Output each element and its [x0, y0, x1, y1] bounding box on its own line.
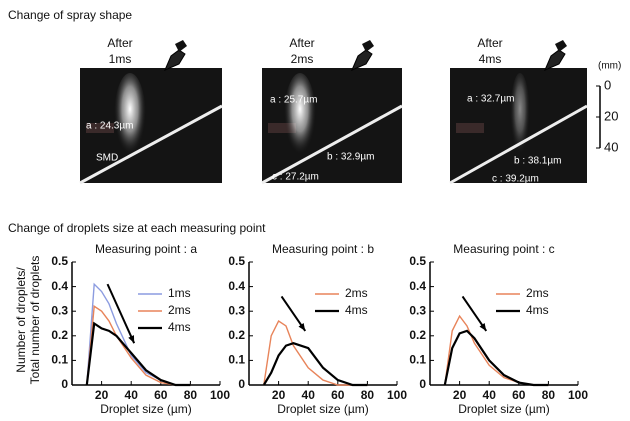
y-tick-label: 0.2 [228, 328, 245, 342]
injector-icon [164, 49, 186, 71]
x-tick-label: 100 [387, 388, 407, 402]
spray-plume [510, 73, 530, 163]
y-tick-label: 0.3 [51, 303, 68, 317]
legend-label: 1ms [168, 286, 191, 300]
legend-label: 2ms [345, 286, 368, 300]
injector-icon [555, 40, 567, 52]
y-tick-label: 0.1 [51, 353, 68, 367]
wall [449, 104, 588, 185]
time-label: 1ms [109, 52, 132, 66]
y-tick-label: 0 [419, 377, 426, 391]
section-title: Change of spray shape [8, 8, 132, 22]
spray-annotation: a : 24.3µm [86, 121, 133, 132]
reference-patch [86, 123, 114, 133]
data-line [85, 321, 191, 387]
reference-patch [268, 123, 296, 133]
wall [79, 104, 223, 185]
y-tick-label: 0.5 [228, 254, 245, 268]
time-label: After [477, 36, 502, 50]
legend-label: 2ms [526, 286, 549, 300]
time-label: 4ms [479, 52, 502, 66]
x-tick-label: 40 [125, 388, 139, 402]
injector-icon [175, 40, 187, 52]
time-label: 2ms [291, 52, 314, 66]
trend-arrow [106, 283, 136, 344]
x-tick-label: 60 [331, 388, 345, 402]
y-axis-label: Number of droplets/ [14, 267, 28, 373]
y-tick-label: 0.5 [51, 254, 68, 268]
y-tick-label: 0.4 [228, 279, 245, 293]
x-axis-label: Droplet size (µm) [277, 402, 369, 416]
reference-patch [456, 123, 484, 133]
x-tick-label: 60 [512, 388, 526, 402]
spray-plume [114, 73, 146, 163]
spray-annotation: b : 38.1µm [514, 156, 561, 167]
y-tick-label: 0.4 [409, 279, 426, 293]
data-line [263, 320, 368, 386]
legend-label: 2ms [168, 303, 191, 317]
spray-annotation: c : 27.2µm [272, 172, 319, 183]
spray-annotation: SMD [96, 153, 118, 164]
y-tick-label: 0.3 [228, 303, 245, 317]
x-axis-label: Droplet size (µm) [100, 402, 192, 416]
spray-annotation: a : 32.7µm [467, 94, 514, 105]
legend-label: 4ms [526, 303, 549, 317]
data-line [86, 305, 191, 386]
spray-plume [284, 73, 316, 163]
y-tick-label: 0.3 [409, 303, 426, 317]
spray-annotation: a : 25.7µm [270, 95, 317, 106]
x-tick-label: 40 [483, 388, 497, 402]
y-tick-label: 0 [61, 377, 68, 391]
injector-icon [362, 40, 374, 52]
x-tick-label: 80 [361, 388, 375, 402]
scale-tick-label: 20 [604, 108, 618, 123]
y-tick-label: 0 [238, 377, 245, 391]
scale-unit: (mm) [598, 61, 621, 72]
x-tick-label: 40 [302, 388, 316, 402]
legend-label: 4ms [168, 320, 191, 334]
y-tick-label: 0.2 [409, 328, 426, 342]
data-line [262, 342, 368, 387]
data-line [444, 314, 549, 386]
x-tick-label: 100 [210, 388, 230, 402]
y-tick-label: 0.4 [51, 279, 68, 293]
scale-tick-label: 40 [604, 139, 618, 154]
trend-arrowhead [479, 323, 487, 331]
y-tick-label: 0.1 [228, 353, 245, 367]
time-label: After [289, 36, 314, 50]
x-tick-label: 60 [154, 388, 168, 402]
x-tick-label: 20 [272, 388, 286, 402]
spray-annotation: b : 32.9µm [327, 152, 374, 163]
x-tick-label: 20 [453, 388, 467, 402]
x-axis-label: Droplet size (µm) [458, 402, 550, 416]
scale-tick-label: 0 [604, 77, 611, 92]
y-tick-label: 0.2 [51, 328, 68, 342]
chart-title: Measuring point : c [453, 242, 554, 256]
x-tick-label: 80 [184, 388, 198, 402]
x-tick-label: 20 [95, 388, 109, 402]
y-tick-label: 0.1 [409, 353, 426, 367]
spray-annotation: c : 39.2µm [492, 174, 539, 185]
y-axis-label: Total number of droplets [28, 256, 42, 385]
injector-icon [544, 49, 566, 71]
data-line [443, 329, 549, 387]
time-label: After [107, 36, 132, 50]
injector-icon [351, 49, 373, 71]
chart-title: Measuring point : a [95, 242, 197, 256]
x-tick-label: 80 [542, 388, 556, 402]
legend-label: 4ms [345, 303, 368, 317]
wall [261, 104, 403, 185]
chart-title: Measuring point : b [272, 242, 374, 256]
section-title: Change of droplets size at each measurin… [8, 221, 266, 235]
trend-arrowhead [298, 323, 306, 331]
trend-arrowhead [128, 335, 135, 344]
y-tick-label: 0.5 [409, 254, 426, 268]
x-tick-label: 100 [568, 388, 588, 402]
